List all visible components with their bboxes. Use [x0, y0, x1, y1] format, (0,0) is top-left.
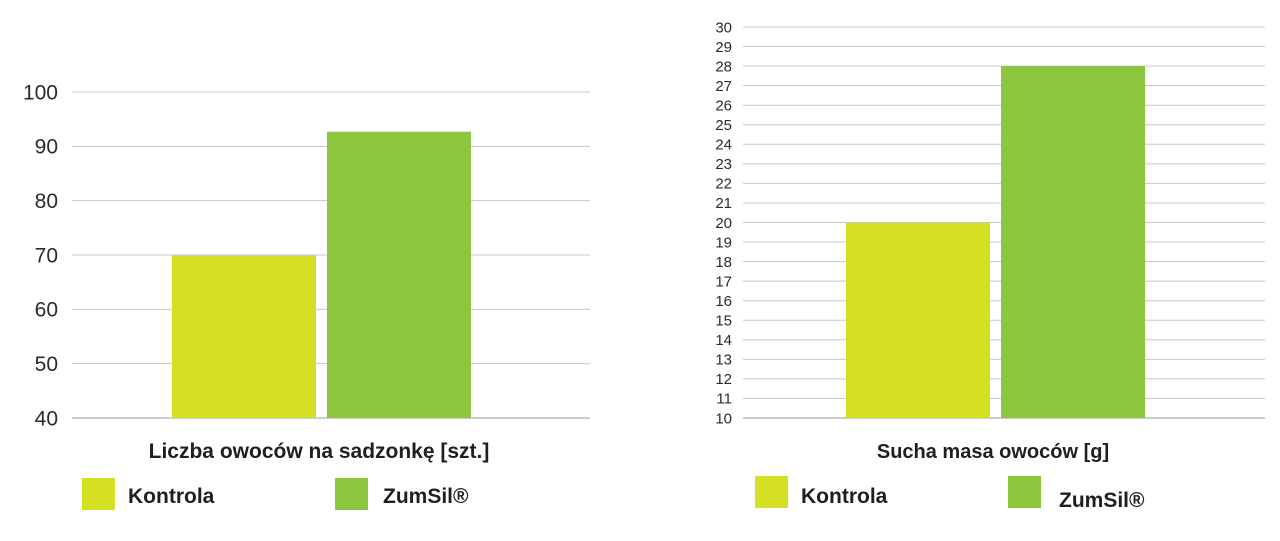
bar-zumsil — [1001, 66, 1145, 418]
y-tick-label: 22 — [715, 176, 732, 193]
bar-chart-fruit-count: 40 50 60 70 80 90 100 Liczba owoców na sadzonk… — [23, 81, 590, 510]
bars — [846, 66, 1145, 418]
legend-label-kontrola: Kontrola — [128, 485, 215, 508]
y-tick-labels: 40 50 60 70 80 90 100 — [23, 81, 58, 430]
legend-label-zumsil: ZumSil® — [1059, 489, 1145, 512]
y-tick-label: 25 — [715, 117, 732, 134]
x-axis-label: Sucha masa owoców [g] — [877, 441, 1109, 463]
y-tick-label: 21 — [715, 195, 732, 212]
y-tick-label: 70 — [35, 244, 58, 267]
bar-chart-dry-mass: 10 11 12 13 14 15 16 17 18 19 20 21 22 23 24 25 26 27 28 29… — [715, 19, 1265, 512]
y-tick-label: 30 — [715, 19, 732, 36]
legend-label-kontrola: Kontrola — [801, 485, 888, 508]
y-tick-label: 28 — [715, 58, 732, 75]
y-tick-label: 90 — [35, 136, 58, 159]
y-tick-label: 15 — [715, 313, 732, 330]
y-tick-label: 80 — [35, 190, 58, 213]
y-tick-label: 14 — [715, 332, 732, 349]
y-tick-label: 18 — [715, 254, 732, 271]
legend-swatch-kontrola — [82, 478, 115, 510]
bars — [172, 131, 471, 418]
bar-kontrola — [172, 255, 316, 418]
y-tick-labels: 10 11 12 13 14 15 16 17 18 19 20 21 22 23 24 25 26 27 28 29… — [715, 19, 732, 427]
y-tick-label: 100 — [23, 81, 58, 104]
y-tick-label: 50 — [35, 353, 58, 376]
legend-label-zumsil: ZumSil® — [383, 485, 469, 508]
legend: Kontrola ZumSil® — [755, 476, 1145, 512]
y-tick-label: 11 — [716, 391, 732, 408]
y-tick-label: 29 — [715, 39, 732, 56]
bar-zumsil — [327, 131, 471, 418]
y-tick-label: 17 — [715, 273, 732, 290]
y-tick-label: 27 — [715, 78, 732, 95]
y-tick-label: 19 — [715, 234, 732, 251]
y-tick-label: 24 — [715, 137, 732, 154]
x-axis-label: Liczba owoców na sadzonkę [szt.] — [149, 440, 490, 463]
legend-swatch-zumsil — [335, 478, 368, 510]
legend: Kontrola ZumSil® — [82, 478, 469, 510]
y-tick-label: 26 — [715, 97, 732, 114]
y-tick-label: 10 — [715, 410, 732, 427]
y-tick-label: 13 — [715, 352, 732, 369]
y-tick-label: 20 — [715, 215, 732, 232]
y-tick-label: 16 — [715, 293, 732, 310]
legend-swatch-kontrola — [755, 476, 788, 508]
y-tick-label: 60 — [35, 299, 58, 322]
y-tick-label: 23 — [715, 156, 732, 173]
y-tick-label: 40 — [35, 407, 58, 430]
bar-kontrola — [846, 222, 990, 418]
y-tick-label: 12 — [715, 371, 732, 388]
legend-swatch-zumsil — [1008, 476, 1041, 508]
